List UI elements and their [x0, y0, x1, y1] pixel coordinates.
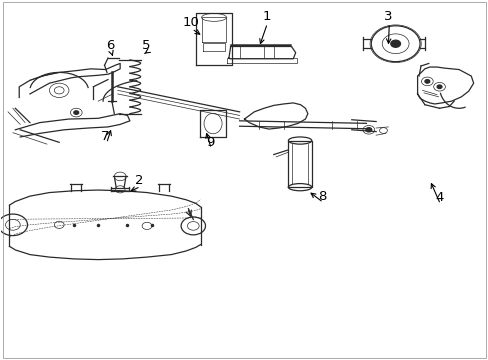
Circle shape — [74, 111, 79, 114]
Text: 7: 7 — [101, 130, 110, 144]
Text: 6: 6 — [106, 39, 114, 52]
Circle shape — [390, 40, 400, 47]
Text: 4: 4 — [434, 192, 443, 204]
Text: 10: 10 — [182, 16, 199, 29]
Circle shape — [436, 85, 441, 89]
Circle shape — [365, 128, 371, 132]
Circle shape — [424, 80, 429, 83]
Text: 1: 1 — [262, 10, 270, 23]
Text: 5: 5 — [142, 39, 150, 52]
Text: 8: 8 — [318, 190, 326, 203]
Text: 2: 2 — [135, 174, 143, 186]
Text: 9: 9 — [206, 136, 214, 149]
Text: 3: 3 — [383, 10, 392, 23]
